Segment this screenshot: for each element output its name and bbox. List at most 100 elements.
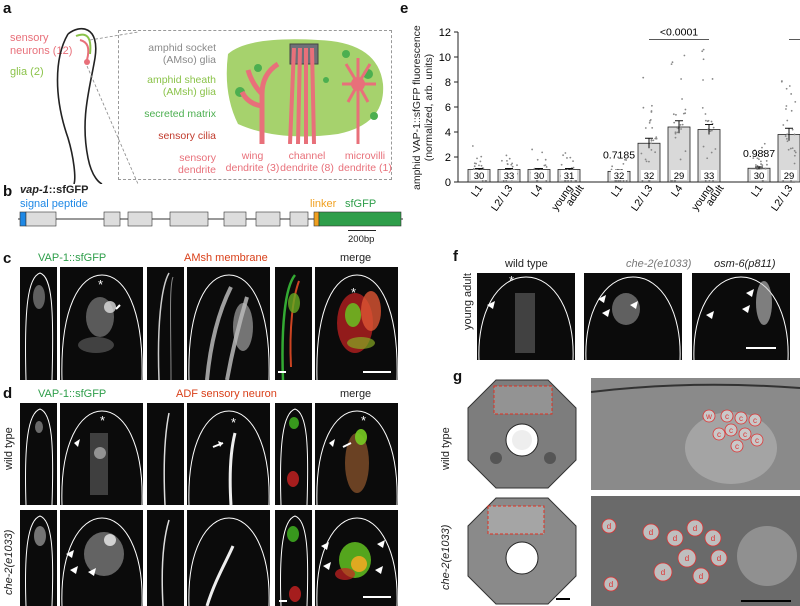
cilium-mark: d: [649, 528, 653, 537]
data-point: [674, 179, 677, 182]
data-point: [710, 129, 713, 132]
data-point: [784, 135, 787, 137]
panel-d-wt-merge-overview: [275, 403, 312, 505]
data-point: [676, 126, 679, 129]
data-point: [648, 121, 651, 124]
data-point: [572, 160, 574, 163]
panel-d-row2-label: che-2(e1033): [3, 529, 15, 595]
data-point: [641, 179, 644, 182]
panel-d-title-merge: merge: [340, 388, 372, 400]
data-point: [617, 156, 619, 159]
amphid-sensillum-diagram: [226, 39, 384, 144]
cilium-profile: [734, 411, 748, 425]
data-point: [684, 150, 687, 153]
n-label: 32: [644, 171, 655, 182]
x-tick-label: L2/ L3: [489, 183, 516, 214]
data-point: [702, 79, 704, 81]
panel-d-che2-merge-zoom: [315, 510, 398, 606]
panel-c-asterisk: *: [98, 277, 104, 292]
data-point: [479, 160, 482, 163]
data-point: [562, 154, 565, 157]
cilium-mark: d: [607, 522, 611, 531]
data-point: [619, 179, 622, 182]
data-point: [545, 166, 548, 168]
data-point: [710, 120, 713, 123]
cilium-mark: c: [743, 430, 747, 439]
cilium-mark: d: [661, 568, 665, 577]
x-tick-label: L1: [749, 183, 766, 200]
panel-f-wt-image: *: [477, 273, 575, 360]
legend-matrix: secreted matrix: [144, 108, 216, 120]
panel-d-wt-vap1-zoom: *: [60, 403, 143, 505]
data-point: [572, 166, 575, 169]
data-point: [671, 61, 674, 64]
data-point: [785, 87, 788, 90]
cilium-mark: c: [735, 442, 739, 451]
data-point: [614, 179, 617, 182]
x-tick-label: L1: [609, 183, 626, 200]
cilium-profile: [710, 549, 728, 567]
n-label-bg: [781, 170, 797, 180]
data-point: [702, 145, 705, 148]
panel-c-merge-overview: [275, 267, 312, 380]
data-point: [516, 164, 518, 167]
y-tick-label: 4: [445, 127, 451, 139]
label-sensory: sensory: [10, 32, 49, 44]
panel-c-vap1-zoom: *: [60, 267, 143, 380]
data-point: [485, 179, 488, 182]
data-point: [650, 149, 653, 151]
data-point: [511, 162, 514, 165]
data-point: [676, 131, 679, 134]
data-point: [545, 179, 548, 182]
data-point: [654, 151, 657, 154]
data-point: [567, 179, 569, 182]
cilium-mark: c: [755, 436, 759, 445]
data-point: [701, 50, 704, 53]
panel-c-letter: c: [3, 250, 12, 267]
cilium-mark: d: [711, 534, 715, 543]
legend-dendrite-line1: sensory: [179, 152, 216, 164]
data-point: [701, 107, 704, 109]
dendrite-wing: wing dendrite (3): [225, 150, 280, 174]
data-point: [560, 163, 563, 166]
dendrite-channel: channel dendrite (8): [277, 150, 337, 174]
data-point: [704, 179, 707, 182]
data-point: [625, 179, 628, 182]
data-point: [536, 179, 539, 182]
legend-dendrite: sensory dendrite: [121, 152, 216, 176]
data-point: [758, 158, 760, 161]
cilium-mark: d: [717, 554, 721, 563]
scale-bar-label: 200bp: [348, 234, 375, 245]
ann-label: 0.9887: [743, 148, 775, 160]
data-point: [681, 123, 684, 126]
data-point: [790, 93, 793, 95]
signal-peptide-label: signal peptide: [20, 198, 88, 210]
data-point: [756, 157, 759, 160]
data-point: [650, 111, 653, 113]
data-point: [683, 54, 686, 57]
y-tick-label: 8: [445, 77, 451, 89]
n-label: 30: [474, 171, 485, 182]
cilium-profile: [666, 529, 684, 547]
panel-f-asterisk: *: [509, 273, 515, 288]
data-point: [712, 179, 714, 182]
data-point: [788, 85, 791, 87]
data-point: [510, 163, 513, 166]
n-label: 32: [614, 171, 625, 182]
cilium-profile: [601, 518, 617, 534]
legend-amsh-line2: (AMsh) glia: [162, 86, 216, 98]
data-point: [506, 162, 509, 165]
cilium-profile: [692, 567, 710, 585]
data-point: [674, 131, 677, 134]
data-point: [506, 159, 508, 162]
data-point: [787, 148, 790, 151]
data-point: [611, 165, 614, 168]
data-point: [502, 179, 505, 182]
n-label-bg: [671, 170, 687, 180]
cilium-mark: c: [739, 414, 743, 423]
cilium-profile: [603, 576, 619, 592]
data-point: [505, 179, 508, 182]
n-label: 29: [784, 171, 795, 182]
panel-d-wt-adf-asterisk: *: [231, 415, 237, 430]
y-tick-label: 0: [445, 177, 451, 189]
